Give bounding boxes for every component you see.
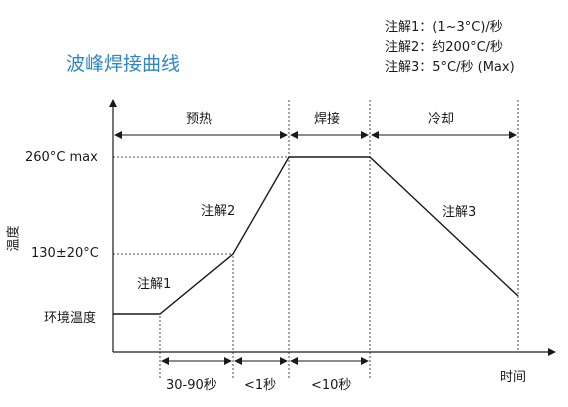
- rate-note-2: 注解2：约200°C/秒: [385, 40, 504, 55]
- y-level-peak: 260°C max: [25, 150, 98, 165]
- profile-note-2: 注解2: [201, 204, 236, 219]
- y-level-ambient: 环境温度: [44, 311, 97, 326]
- phase-preheat: 预热: [186, 112, 213, 127]
- duration-preheat: 30-90秒: [166, 378, 217, 393]
- page-title: 波峰焊接曲线: [66, 53, 181, 75]
- duration-transition: <1秒: [244, 378, 277, 393]
- y-axis-label: 温度: [6, 225, 22, 252]
- phase-soldering: 焊接: [314, 112, 341, 127]
- rate-notes: 注解1：(1~3°C)/秒 注解2：约200°C/秒 注解3：5°C/秒 (Ma…: [385, 18, 515, 78]
- phase-cooling: 冷却: [428, 112, 455, 127]
- rate-note-3: 注解3：5°C/秒 (Max): [385, 60, 515, 75]
- rate-note-1: 注解1：(1~3°C)/秒: [385, 20, 503, 35]
- y-level-preheat: 130±20°C: [31, 246, 99, 261]
- duration-soldering: <10秒: [311, 378, 352, 393]
- x-axis-label: 时间: [500, 370, 527, 385]
- profile-note-3: 注解3: [442, 205, 477, 220]
- profile-note-1: 注解1: [137, 277, 172, 292]
- guide-lines: [113, 100, 519, 378]
- temperature-profile-line: [113, 156, 519, 315]
